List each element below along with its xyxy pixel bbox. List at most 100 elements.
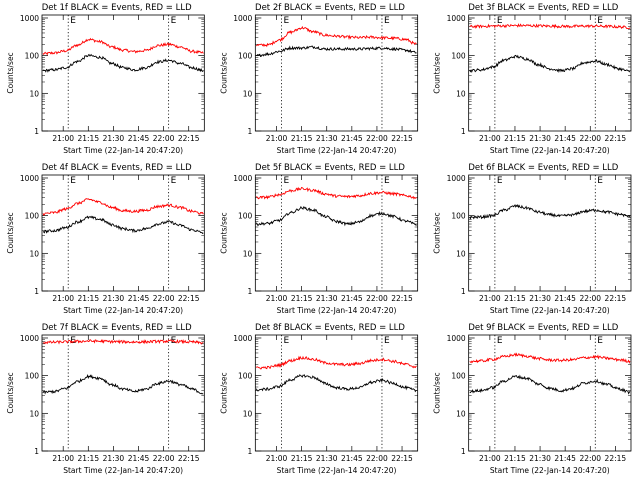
x-axis-label: Start Time (22-Jan-14 20:47:20)	[63, 306, 183, 315]
y-axis-label: Counts/sec	[6, 372, 15, 413]
event-marker-label: E	[284, 16, 290, 26]
x-tick-label: 21:00	[266, 134, 288, 143]
plot-frame	[468, 174, 632, 292]
y-tick-label: 10	[456, 89, 466, 98]
x-tick-label: 22:15	[391, 454, 413, 463]
x-tick-label: 21:45	[341, 134, 363, 143]
chart-title: Det 1f BLACK = Events, RED = LLD	[42, 3, 192, 13]
y-tick-label: 100	[25, 372, 40, 381]
x-tick-label: 22:15	[605, 454, 627, 463]
y-tick-label: 100	[451, 212, 466, 221]
chart-panel-8: Det 8f BLACK = Events, RED = LLD Counts/s…	[219, 323, 419, 475]
x-tick-label: 21:30	[316, 134, 338, 143]
lld-series-line	[42, 37, 204, 56]
chart-title: Det 4f BLACK = Events, RED = LLD	[42, 163, 192, 173]
lld-series-line	[256, 25, 417, 48]
y-tick-label: 100	[451, 52, 466, 61]
x-tick-label: 21:45	[554, 294, 576, 303]
plot-frame	[468, 14, 632, 132]
y-tick-label: 1	[248, 127, 253, 136]
x-tick-label: 22:00	[366, 454, 388, 463]
x-tick-label: 21:00	[52, 294, 74, 303]
x-tick-label: 22:15	[605, 134, 627, 143]
event-marker-label: E	[497, 176, 503, 186]
chart-panel-2: Det 2f BLACK = Events, RED = LLD Counts/s…	[219, 3, 419, 155]
x-tick-label: 21:45	[554, 134, 576, 143]
chart-panel-7: Det 7f BLACK = Events, RED = LLD Counts/s…	[6, 323, 205, 475]
x-tick-label: 21:00	[266, 454, 288, 463]
event-marker-label: E	[384, 176, 390, 186]
event-marker-label: E	[171, 176, 177, 186]
x-tick-label: 21:30	[529, 454, 551, 463]
x-tick-label: 21:15	[504, 134, 526, 143]
x-tick-label: 21:30	[316, 294, 338, 303]
x-tick-label: 21:45	[128, 134, 150, 143]
x-tick-label: 22:15	[178, 294, 200, 303]
y-tick-label: 10	[29, 409, 39, 418]
event-marker-label: E	[384, 16, 390, 26]
x-tick-label: 22:15	[391, 134, 413, 143]
y-axis-label: Counts/sec	[433, 212, 442, 253]
x-tick-label: 21:00	[266, 294, 288, 303]
y-axis-label: Counts/sec	[219, 372, 228, 413]
x-tick-label: 21:00	[479, 454, 501, 463]
lld-series-line	[42, 339, 204, 345]
x-tick-label: 21:15	[77, 134, 99, 143]
x-tick-label: 21:30	[103, 134, 125, 143]
y-axis-label: Counts/sec	[6, 52, 15, 93]
y-tick-label: 100	[25, 212, 40, 221]
y-tick-label: 1000	[233, 14, 252, 23]
y-tick-label: 100	[25, 52, 40, 61]
chart-title: Det 8f BLACK = Events, RED = LLD	[255, 323, 405, 333]
x-tick-label: 21:00	[479, 294, 501, 303]
x-tick-label: 21:45	[554, 454, 576, 463]
y-axis-label: Counts/sec	[219, 52, 228, 93]
y-tick-label: 1	[461, 127, 466, 136]
x-tick-label: 21:15	[291, 134, 313, 143]
y-tick-label: 1	[461, 287, 466, 296]
x-tick-label: 21:30	[529, 134, 551, 143]
x-axis-label: Start Time (22-Jan-14 20:47:20)	[277, 466, 397, 475]
events-series-line	[469, 374, 631, 395]
y-tick-label: 1000	[20, 174, 39, 183]
x-tick-label: 22:00	[153, 454, 175, 463]
x-tick-label: 21:45	[341, 454, 363, 463]
y-tick-label: 10	[243, 89, 253, 98]
event-marker-label: E	[284, 336, 290, 346]
chart-panel-5: Det 5f BLACK = Events, RED = LLD Counts/s…	[219, 163, 419, 315]
y-tick-label: 1000	[233, 174, 252, 183]
events-series-line	[469, 203, 631, 220]
chart-panel-4: Det 4f BLACK = Events, RED = LLD Counts/s…	[6, 163, 205, 315]
x-tick-label: 21:15	[77, 294, 99, 303]
x-tick-label: 21:00	[52, 134, 74, 143]
lld-series-line	[42, 198, 204, 216]
events-series-line	[469, 54, 631, 74]
y-tick-label: 10	[29, 89, 39, 98]
chart-panel-1: Det 1f BLACK = Events, RED = LLD Counts/s…	[6, 3, 205, 155]
chart-title: Det 9f BLACK = Events, RED = LLD	[468, 323, 618, 333]
chart-title: Det 6f BLACK = Events, RED = LLD	[468, 163, 618, 173]
x-tick-label: 21:15	[504, 294, 526, 303]
chart-panel-6: Det 6f BLACK = Events, RED = LLD Counts/s…	[433, 163, 632, 315]
x-tick-label: 21:45	[341, 294, 363, 303]
x-axis-label: Start Time (22-Jan-14 20:47:20)	[277, 146, 397, 155]
y-tick-label: 1000	[447, 14, 466, 23]
event-marker-label: E	[497, 336, 503, 346]
plot-frame	[254, 334, 419, 452]
y-axis-label: Counts/sec	[433, 372, 442, 413]
x-tick-label: 21:00	[52, 454, 74, 463]
y-axis-label: Counts/sec	[433, 52, 442, 93]
y-tick-label: 100	[451, 372, 466, 381]
y-tick-label: 1000	[447, 174, 466, 183]
chart-panel-3: Det 3f BLACK = Events, RED = LLD Counts/s…	[433, 3, 632, 155]
y-tick-label: 100	[238, 212, 253, 221]
plot-frame	[41, 14, 205, 132]
y-tick-label: 10	[456, 249, 466, 258]
x-tick-label: 21:30	[529, 294, 551, 303]
x-tick-label: 21:15	[291, 454, 313, 463]
y-tick-label: 10	[29, 249, 39, 258]
y-tick-label: 1000	[20, 334, 39, 343]
x-axis-label: Start Time (22-Jan-14 20:47:20)	[490, 146, 610, 155]
x-tick-label: 22:15	[605, 294, 627, 303]
